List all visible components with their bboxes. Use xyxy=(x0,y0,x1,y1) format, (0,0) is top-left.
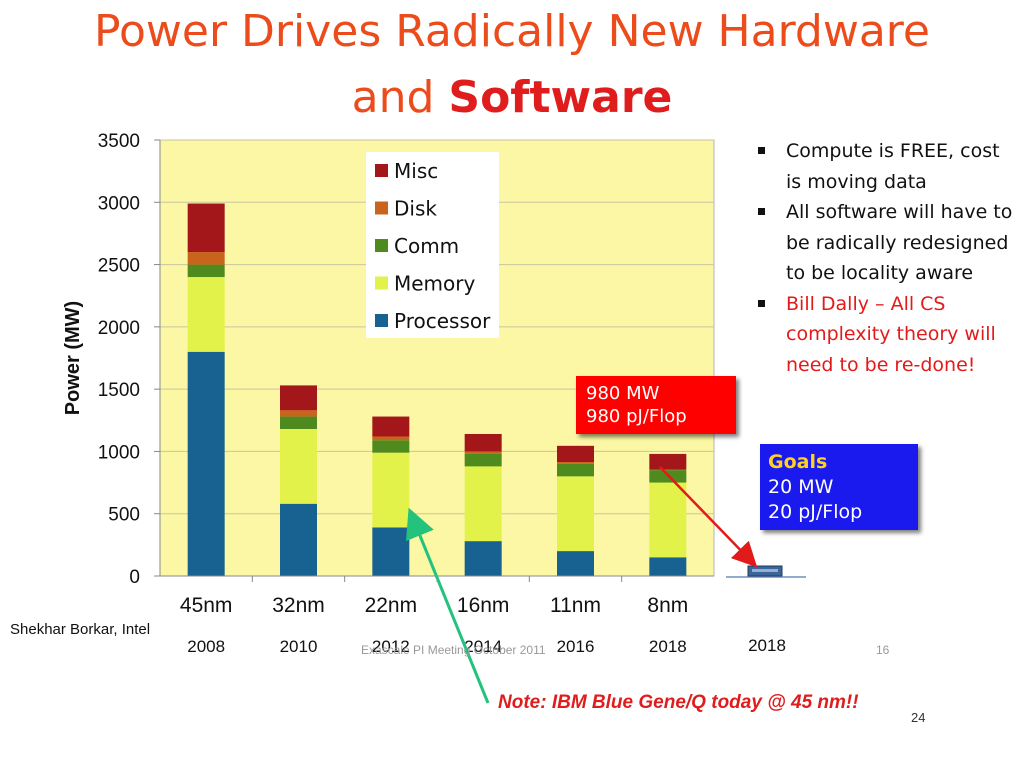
bar-memory-22nm xyxy=(372,452,410,528)
title-software: Software xyxy=(448,72,673,123)
note-arrow xyxy=(406,507,490,704)
bar-comm-11nm xyxy=(557,463,594,477)
bar-processor-8nm xyxy=(649,557,687,576)
y-tick-label: 0 xyxy=(129,567,140,588)
x-category-label: 16nm xyxy=(457,594,510,617)
x-category-label: 45nm xyxy=(180,594,233,617)
bullet-item: All software will have to be radically r… xyxy=(756,197,1018,289)
callout-goals-heading: Goals xyxy=(768,451,828,473)
x-category-label: 22nm xyxy=(365,594,418,617)
legend-label-misc: Misc xyxy=(394,159,438,183)
note-text: Note: IBM Blue Gene/Q today @ 45 nm!! xyxy=(498,692,859,713)
legend-swatch-comm xyxy=(375,239,388,252)
footer-page: 16 xyxy=(876,643,890,657)
bar-processor-32nm xyxy=(280,503,317,576)
callout-goals: Goals 20 MW 20 pJ/Flop xyxy=(760,444,918,530)
callout-980mw: 980 MW 980 pJ/Flop xyxy=(576,376,736,434)
bullet-square-icon xyxy=(758,147,765,154)
bar-processor-11nm xyxy=(557,551,594,576)
x-year-label: 2016 xyxy=(557,637,595,656)
x-category-label: 11nm xyxy=(550,594,601,617)
bullet-item: Compute is FREE, cost is moving data xyxy=(756,136,1018,197)
bar-memory-16nm xyxy=(464,466,502,542)
bullet-square-icon xyxy=(758,208,765,215)
x-year-label: 2018 xyxy=(649,637,687,656)
x-year-label: 2014 xyxy=(464,637,502,656)
bar-misc-22nm xyxy=(372,416,410,437)
legend-swatch-misc xyxy=(375,164,388,177)
bar-disk-22nm xyxy=(372,436,410,441)
title-and: and xyxy=(351,72,435,123)
bar-disk-11nm xyxy=(557,462,594,464)
callout-980mw-line1: 980 MW xyxy=(586,383,660,404)
bar-disk-45nm xyxy=(187,252,225,265)
page-number: 24 xyxy=(911,710,926,725)
legend-swatch-processor xyxy=(375,314,388,327)
y-tick-label: 3500 xyxy=(98,131,140,152)
y-tick-label: 3000 xyxy=(98,193,140,214)
bar-disk-8nm xyxy=(649,469,687,471)
callout-goals-line1: 20 MW xyxy=(768,476,834,498)
bar-memory-45nm xyxy=(187,277,225,352)
bullet-list: Compute is FREE, cost is moving data All… xyxy=(756,136,1018,380)
goal-arrow xyxy=(659,466,758,568)
bar-memory-8nm xyxy=(649,482,687,558)
callout-980mw-line2: 980 pJ/Flop xyxy=(586,406,687,427)
callout-goals-line2: 20 pJ/Flop xyxy=(768,501,863,523)
x-year-label: 2012 xyxy=(372,637,410,656)
y-tick-label: 2500 xyxy=(98,256,140,277)
y-tick-label: 2000 xyxy=(98,318,140,339)
legend-box xyxy=(366,152,499,338)
x-category-label: 32nm xyxy=(272,594,325,617)
x-year-label: 2008 xyxy=(187,637,225,656)
footer-event: Exascale PI Meeting October 2011 xyxy=(361,643,546,657)
goal-year-label: 2018 xyxy=(748,636,786,655)
goal-bar-highlight xyxy=(752,569,778,572)
legend-swatch-memory xyxy=(375,276,388,290)
y-tick-label: 1000 xyxy=(98,442,140,463)
y-axis-label: Power (MW) xyxy=(62,301,84,415)
chart-legend: Misc Disk Comm Memory Processor xyxy=(366,152,499,338)
bar-misc-32nm xyxy=(280,385,317,411)
bar-disk-32nm xyxy=(280,410,317,417)
x-year-label: 2010 xyxy=(280,637,318,656)
bar-memory-11nm xyxy=(557,476,594,552)
source-credit: Shekhar Borkar, Intel xyxy=(10,621,151,638)
bar-processor-16nm xyxy=(464,541,502,576)
bar-comm-32nm xyxy=(280,416,317,430)
bar-processor-22nm xyxy=(372,527,410,576)
y-tick-label: 1500 xyxy=(98,380,140,401)
bullet-text: Compute is FREE, cost is moving data xyxy=(786,140,1000,193)
bar-comm-22nm xyxy=(372,440,410,453)
bar-misc-16nm xyxy=(464,433,502,452)
legend-swatch-disk xyxy=(375,201,388,215)
y-tick-label: 500 xyxy=(108,505,140,526)
bullet-text: All software will have to be radically r… xyxy=(786,201,1013,284)
bullet-square-icon xyxy=(758,299,765,307)
bar-comm-16nm xyxy=(464,453,502,467)
bar-disk-16nm xyxy=(464,451,502,454)
bar-misc-8nm xyxy=(649,453,687,470)
legend-label-memory: Memory xyxy=(394,272,476,296)
bar-memory-32nm xyxy=(280,429,317,504)
bar-misc-11nm xyxy=(557,445,594,463)
bullet-item: Bill Dally – All CS complexity theory wi… xyxy=(756,289,1018,381)
bar-comm-45nm xyxy=(187,264,225,278)
bullet-text: Bill Dally – All CS complexity theory wi… xyxy=(786,292,996,376)
bar-misc-45nm xyxy=(187,203,225,253)
legend-label-comm: Comm xyxy=(394,234,459,258)
slide-title-line2: and Software xyxy=(0,72,1024,124)
slide-title-line1: Power Drives Radically New Hardware xyxy=(94,6,930,57)
x-category-label: 8nm xyxy=(647,594,688,617)
bar-processor-45nm xyxy=(187,351,225,576)
legend-label-disk: Disk xyxy=(394,197,437,221)
legend-label-processor: Processor xyxy=(394,309,491,333)
